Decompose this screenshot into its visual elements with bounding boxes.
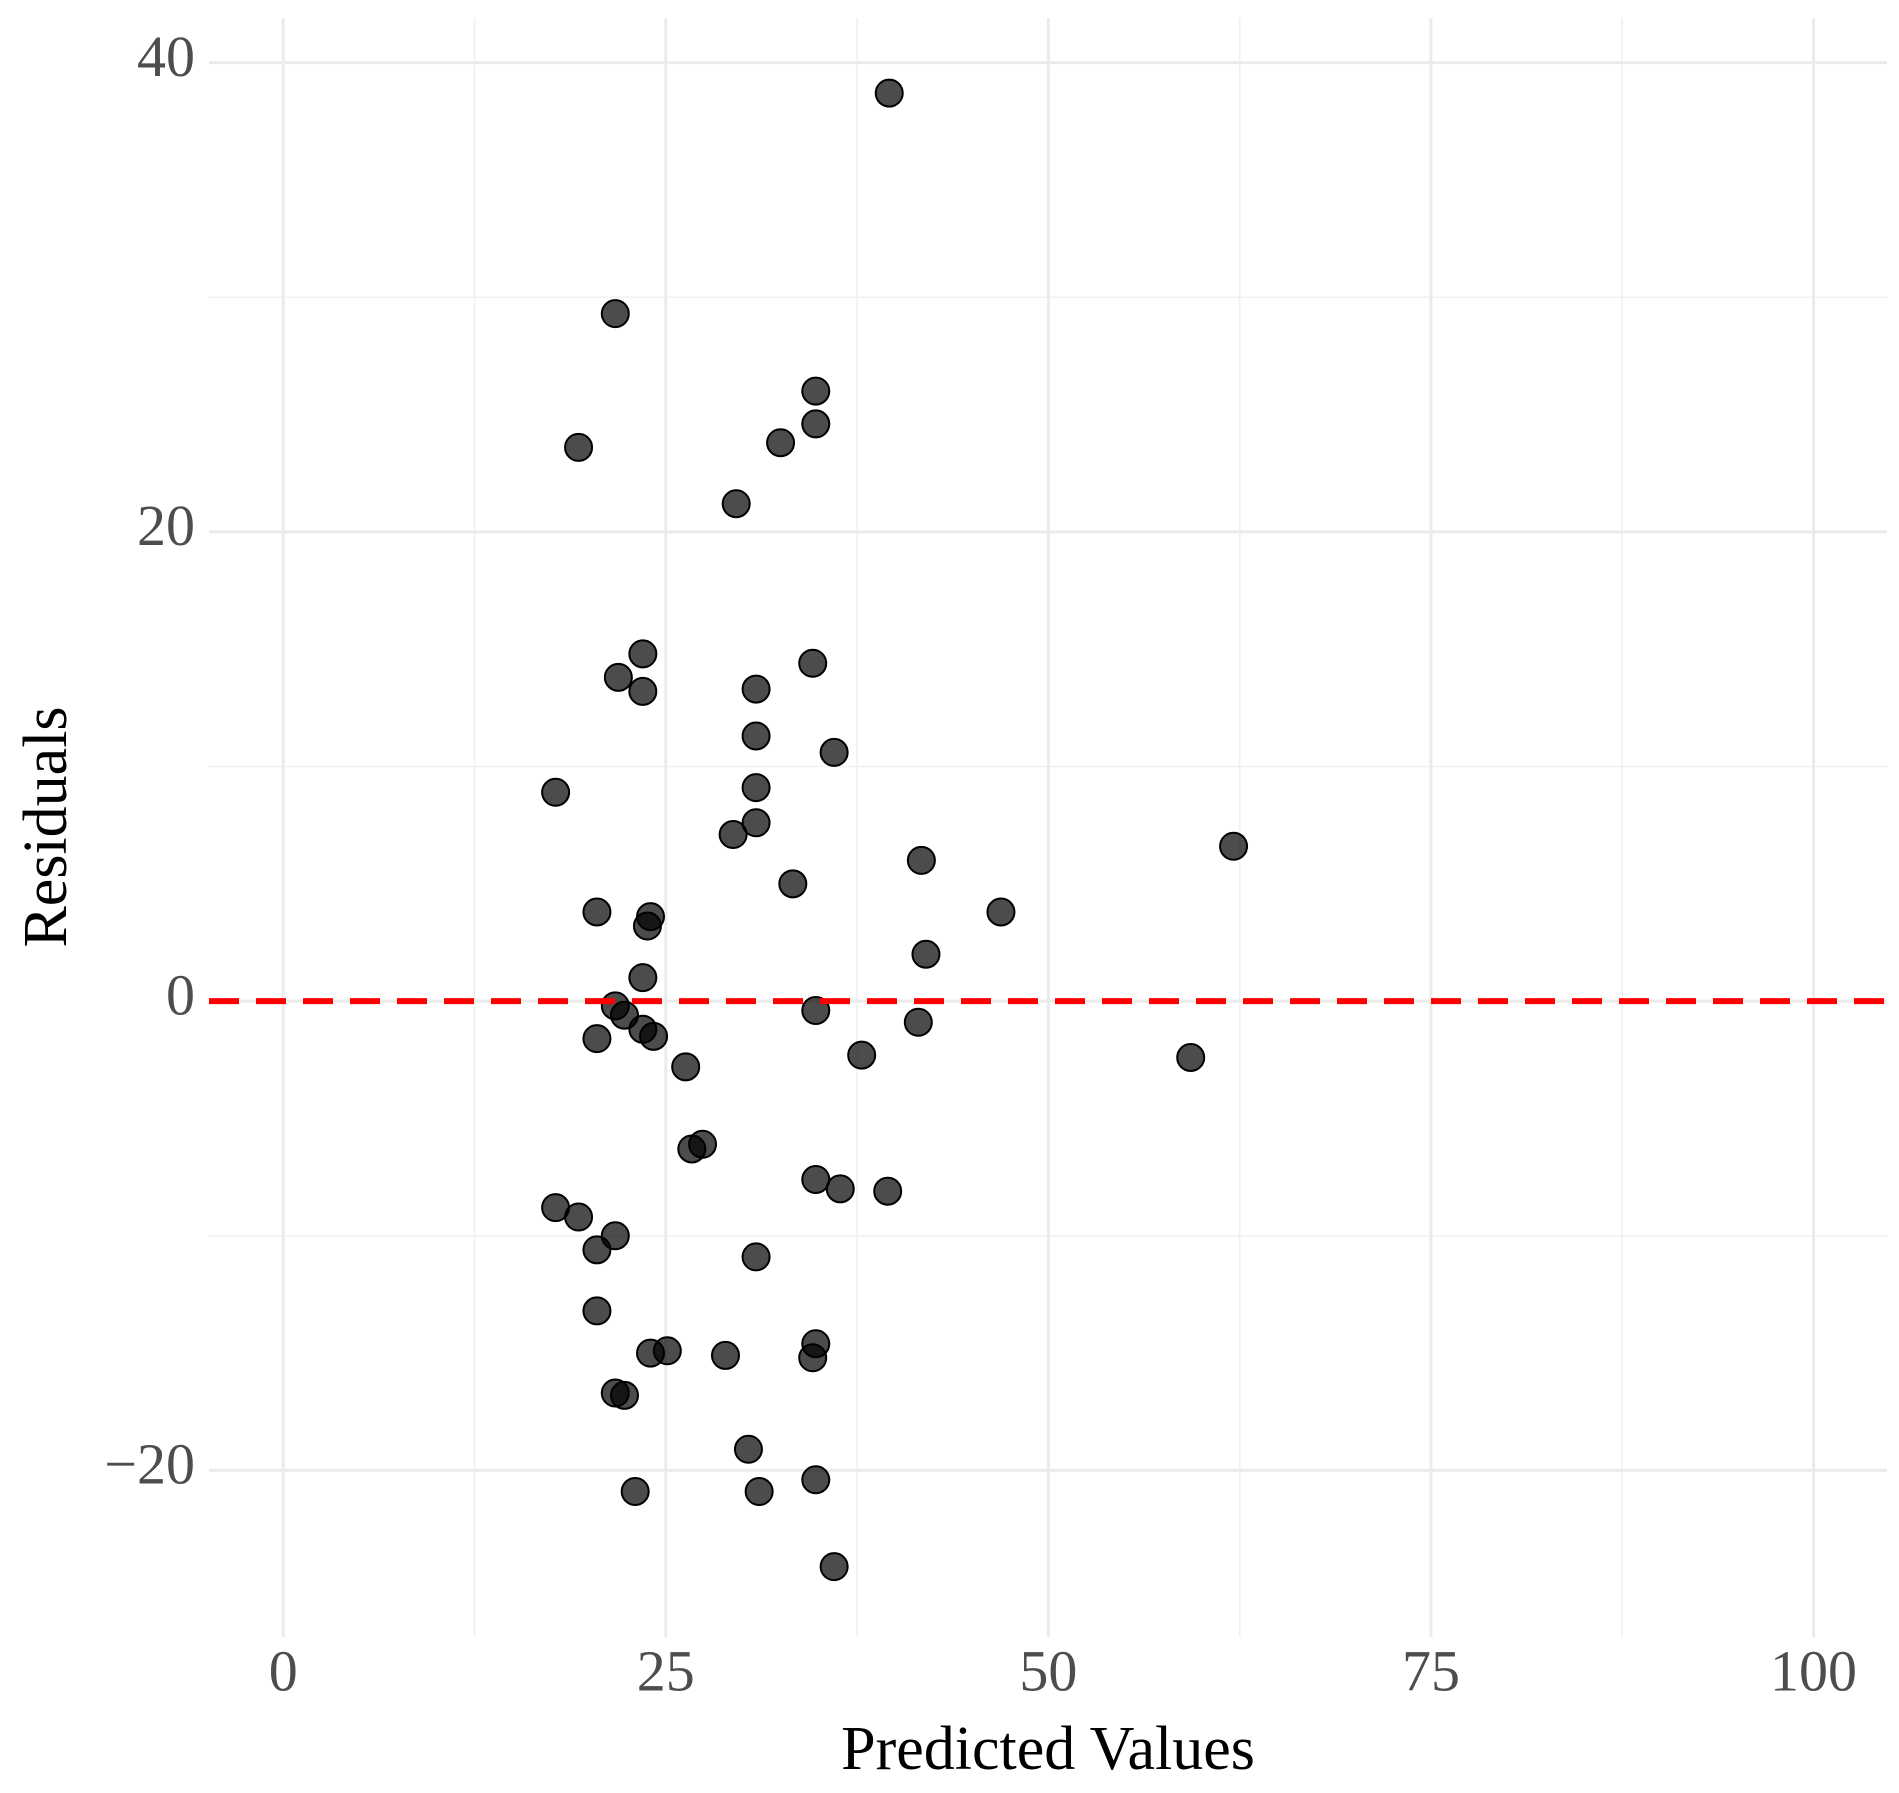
point [911,939,941,969]
y-axis-title: Residuals [12,706,80,947]
point [1219,831,1249,861]
point [798,648,828,678]
point [741,773,771,803]
point [906,845,936,875]
point [798,1343,828,1373]
point [628,963,658,993]
x-tick-label: 100 [1770,1638,1857,1703]
x-tick-label: 25 [637,1638,695,1703]
y-tick-label: 20 [137,493,195,558]
point [677,1134,707,1164]
point [582,1024,612,1054]
point [873,1176,903,1206]
y-tick-label: 40 [137,24,195,89]
y-tick-label: 0 [166,962,195,1027]
point [564,432,594,462]
x-tick-label: 0 [269,1638,298,1703]
point [582,1296,612,1326]
point [733,1434,763,1464]
y-tick-label: −20 [104,1432,195,1497]
point [632,911,662,941]
point [778,869,808,899]
point [847,1040,877,1070]
point [1176,1042,1206,1072]
point [741,1242,771,1272]
point [741,721,771,751]
point [582,1235,612,1265]
point [620,1477,650,1507]
point [718,820,748,850]
point [819,737,849,767]
point [801,409,831,439]
point [801,1465,831,1495]
point [766,428,796,458]
point [874,78,904,108]
point [710,1340,740,1370]
point [825,1174,855,1204]
point [639,1021,669,1051]
point [986,897,1016,927]
point [903,1007,933,1037]
point [671,1052,701,1082]
point [801,1164,831,1194]
x-tick-label: 50 [1019,1638,1077,1703]
point [819,1552,849,1582]
point [801,376,831,406]
x-tick-label: 75 [1402,1638,1460,1703]
point [628,639,658,669]
point [582,897,612,927]
point [628,676,658,706]
point [635,1338,665,1368]
point [564,1202,594,1232]
point [603,662,633,692]
point [721,489,751,519]
point [541,777,571,807]
point [600,299,630,329]
point [744,1477,774,1507]
x-axis-title: Predicted Values [841,1715,1255,1783]
point [609,1380,639,1410]
point [741,808,771,838]
point [741,674,771,704]
